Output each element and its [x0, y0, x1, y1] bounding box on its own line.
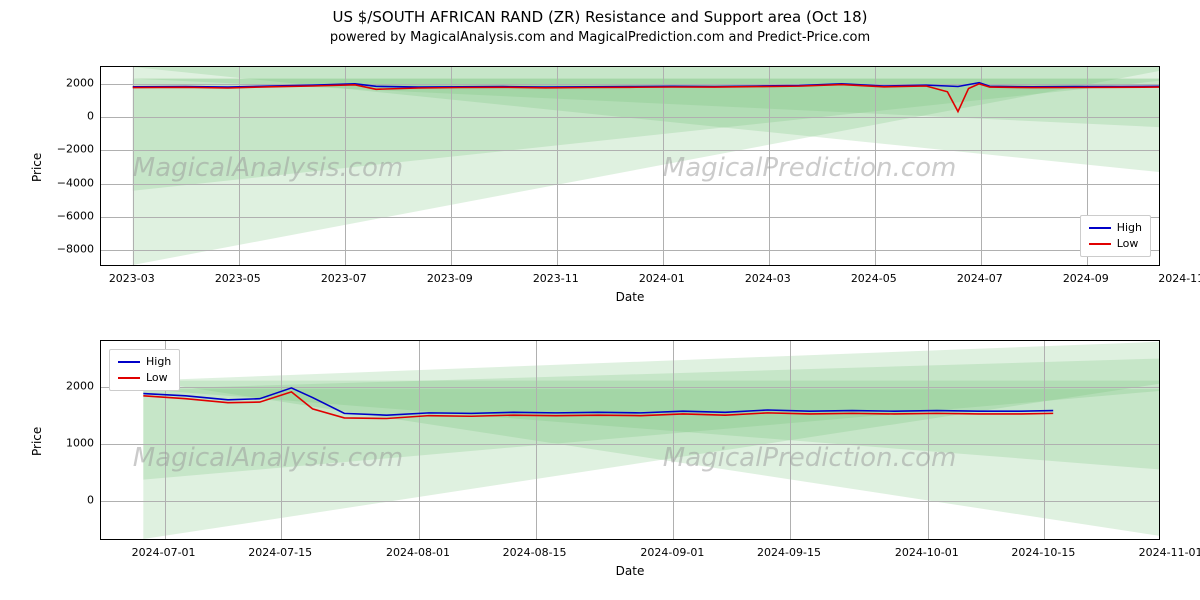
y-tick-label: −6000 [44, 210, 94, 223]
x-tick-label: 2024-08-01 [386, 546, 450, 559]
x-tick-label: 2023-05 [215, 272, 261, 285]
y-tick-label: 2000 [44, 379, 94, 392]
legend-swatch-high [118, 361, 140, 363]
price-lines-bottom [101, 341, 1159, 539]
x-tick-label: 2024-03 [745, 272, 791, 285]
chart-bottom: MagicalAnalysis.com MagicalPrediction.co… [100, 340, 1160, 598]
x-tick-label: 2024-07-15 [248, 546, 312, 559]
chart-top: MagicalAnalysis.com MagicalPrediction.co… [100, 66, 1160, 324]
watermark-left-bottom: MagicalAnalysis.com [133, 443, 403, 473]
legend-label-low: Low [146, 370, 168, 386]
legend-item-high: High [1089, 220, 1142, 236]
y-axis-label-bottom: Price [30, 427, 44, 456]
x-tick-label: 2024-09-15 [757, 546, 821, 559]
x-tick-label: 2023-07 [321, 272, 367, 285]
x-tick-label: 2023-03 [109, 272, 155, 285]
y-tick-label: −4000 [44, 176, 94, 189]
y-tick-label: 1000 [44, 436, 94, 449]
y-tick-label: −2000 [44, 143, 94, 156]
watermark-right-top: MagicalPrediction.com [663, 153, 957, 183]
x-tick-label: 2024-10-15 [1011, 546, 1075, 559]
legend-top: High Low [1080, 215, 1151, 257]
plot-area-bottom: MagicalAnalysis.com MagicalPrediction.co… [100, 340, 1160, 540]
chart-subtitle: powered by MagicalAnalysis.com and Magic… [0, 30, 1200, 45]
x-tick-label: 2024-09 [1063, 272, 1109, 285]
legend-label-high: High [146, 354, 171, 370]
legend-swatch-low [1089, 243, 1111, 245]
x-axis-label-top: Date [100, 290, 1160, 304]
x-tick-label: 2024-09-01 [640, 546, 704, 559]
x-axis-label-bottom: Date [100, 564, 1160, 578]
chart-title: US $/SOUTH AFRICAN RAND (ZR) Resistance … [0, 8, 1200, 26]
legend-bottom: High Low [109, 349, 180, 391]
x-tick-label: 2024-07 [957, 272, 1003, 285]
y-tick-label: 2000 [44, 76, 94, 89]
watermark-left-top: MagicalAnalysis.com [133, 153, 403, 183]
x-tick-label: 2024-01 [639, 272, 685, 285]
legend-label-high: High [1117, 220, 1142, 236]
x-tick-label: 2023-09 [427, 272, 473, 285]
x-tick-label: 2024-08-15 [503, 546, 567, 559]
legend-item-low: Low [118, 370, 171, 386]
support-resistance-fans-bottom [101, 341, 1159, 539]
legend-swatch-low [118, 377, 140, 379]
x-tick-label: 2024-11-01 [1139, 546, 1200, 559]
y-axis-label-top: Price [30, 153, 44, 182]
x-tick-label: 2024-10-01 [895, 546, 959, 559]
page: US $/SOUTH AFRICAN RAND (ZR) Resistance … [0, 0, 1200, 600]
y-tick-label: 0 [44, 110, 94, 123]
x-tick-label: 2023-11 [533, 272, 579, 285]
legend-swatch-high [1089, 227, 1111, 229]
legend-label-low: Low [1117, 236, 1139, 252]
x-tick-label: 2024-05 [851, 272, 897, 285]
y-tick-label: 0 [44, 494, 94, 507]
plot-area-top: MagicalAnalysis.com MagicalPrediction.co… [100, 66, 1160, 266]
watermark-right-bottom: MagicalPrediction.com [663, 443, 957, 473]
legend-item-low: Low [1089, 236, 1142, 252]
y-tick-label: −8000 [44, 243, 94, 256]
x-tick-label: 2024-07-01 [132, 546, 196, 559]
x-tick-label: 2024-11 [1158, 272, 1200, 285]
legend-item-high: High [118, 354, 171, 370]
